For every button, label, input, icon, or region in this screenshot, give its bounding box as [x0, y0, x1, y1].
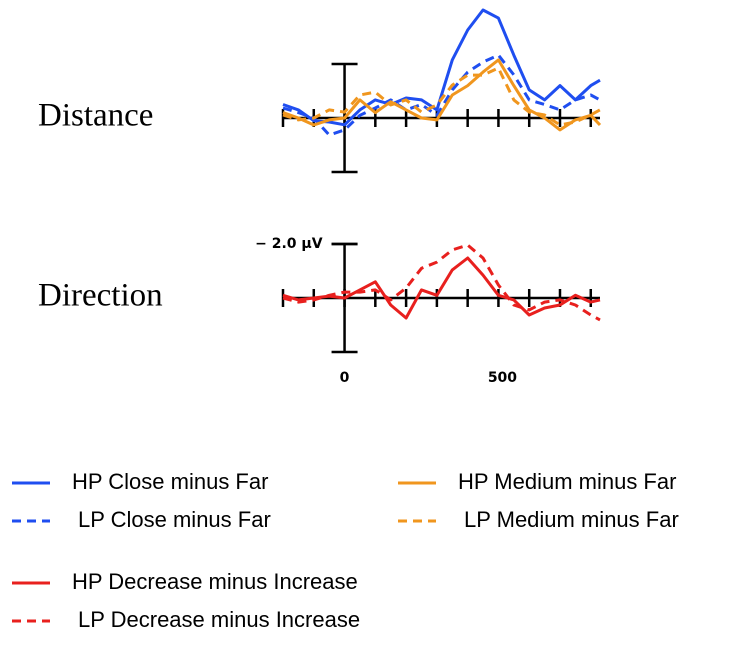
series-line [282, 243, 601, 322]
panel-title: Direction [38, 278, 163, 314]
legend-label: LP Decrease minus Increase [78, 607, 360, 632]
y-tick-label: − 2.0 μV [255, 236, 323, 252]
series-line [282, 58, 602, 132]
panel-title: Distance [38, 98, 153, 134]
series-line [282, 66, 601, 127]
series-line [282, 53, 601, 137]
series-line [282, 256, 601, 320]
legend-label: HP Decrease minus Increase [72, 569, 358, 594]
legend-label: HP Close minus Far [72, 469, 268, 494]
legend-label: LP Medium minus Far [464, 507, 679, 532]
x-tick-label: 0 [340, 370, 350, 386]
x-tick-label: 500 [488, 370, 517, 386]
legend-label: HP Medium minus Far [458, 469, 676, 494]
series-line [282, 8, 601, 127]
legend-label: LP Close minus Far [78, 507, 271, 532]
